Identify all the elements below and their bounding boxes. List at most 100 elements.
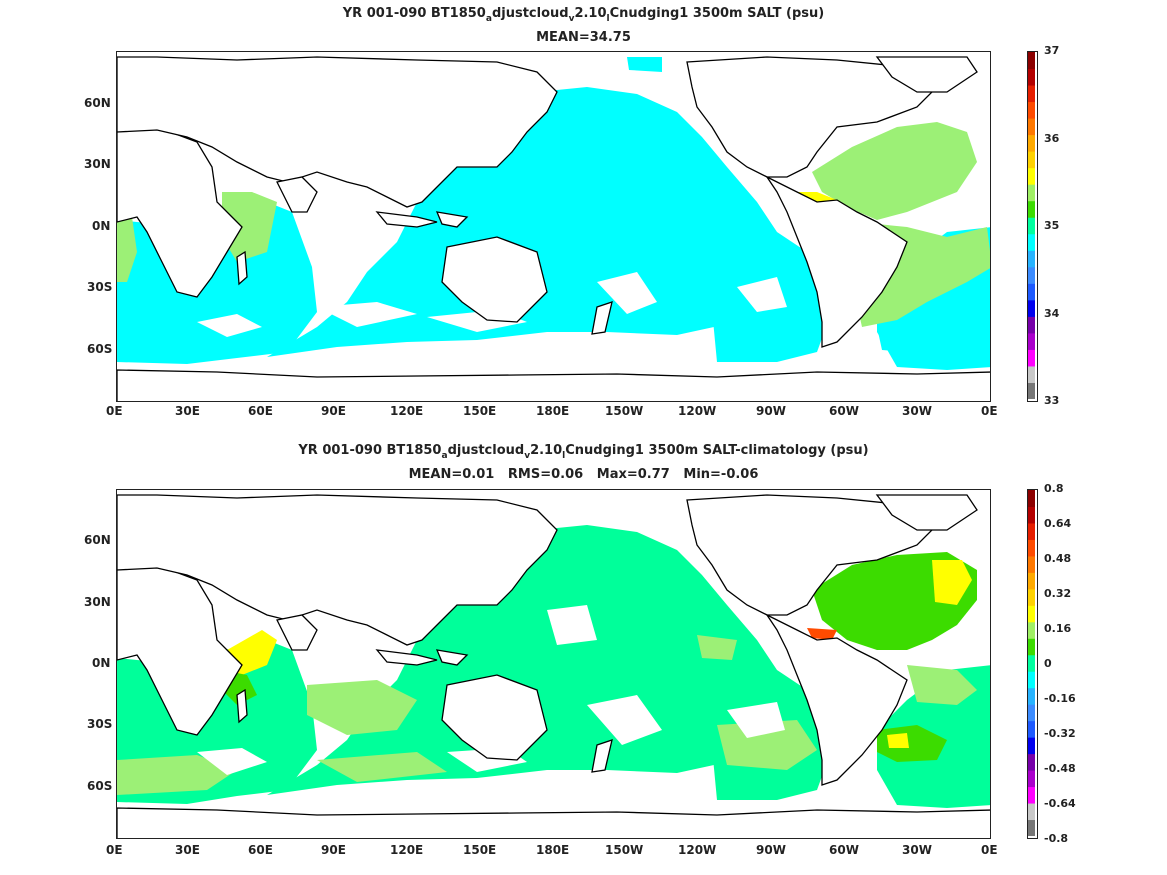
colorbar-swatch <box>1028 349 1035 367</box>
colorbar-swatch <box>1028 506 1035 524</box>
colorbar-swatch <box>1028 753 1035 771</box>
panel2-lat-label: 30S <box>87 717 113 731</box>
colorbar-swatch <box>1028 118 1035 136</box>
panel2-colorbar <box>1027 489 1038 839</box>
panel2-title-sub: v <box>524 451 531 461</box>
panel2-map-svg <box>117 494 990 838</box>
panel2-lat-label: 30N <box>84 595 111 609</box>
panel1-lat-label: 60S <box>87 342 113 356</box>
colorbar-swatch <box>1028 605 1035 623</box>
colorbar-swatch <box>1028 52 1035 70</box>
panel2-title-part: djustcloud <box>447 443 525 458</box>
panel2-lon-label: 30E <box>175 843 200 857</box>
colorbar-swatch <box>1028 332 1035 350</box>
panel2-colorbar-label: -0.32 <box>1044 727 1076 740</box>
panel1-land <box>117 56 990 401</box>
panel2-lon-label: 0E <box>106 843 123 857</box>
panel1-colorbar-label: 34 <box>1044 307 1060 320</box>
panel1-lon-label: 0E <box>106 404 123 418</box>
panel2-lon-label: 120W <box>678 843 717 857</box>
panel1-lon-label: 30E <box>175 404 200 418</box>
panel2-colorbar-label: -0.16 <box>1044 692 1076 705</box>
colorbar-swatch <box>1028 720 1035 738</box>
colorbar-swatch <box>1028 786 1035 804</box>
colorbar-swatch <box>1028 167 1035 185</box>
panel2-lat-label: 60S <box>87 779 113 793</box>
colorbar-swatch <box>1028 250 1035 268</box>
panel2-lon-label: 30W <box>902 843 932 857</box>
panel1-title-sub: l <box>606 14 610 24</box>
panel2-colorbar-label: 0.16 <box>1044 622 1072 635</box>
panel2-lat-label: 60N <box>84 533 111 547</box>
panel2-land <box>117 494 990 838</box>
panel2-lon-label: 120E <box>390 843 424 857</box>
panel1-lat-label: 30S <box>87 280 113 294</box>
panel1-lon-label: 150E <box>463 404 497 418</box>
colorbar-swatch <box>1028 539 1035 557</box>
panel2-title-part: Cnudging1 3500m SALT-climatology (psu) <box>565 443 869 458</box>
panel1-lon-label: 60E <box>248 404 273 418</box>
panel1-lon-label: 180E <box>536 404 570 418</box>
colorbar-swatch <box>1028 365 1035 383</box>
colorbar-svg <box>1028 52 1035 399</box>
panel2-lon-label: 90E <box>321 843 346 857</box>
panel2-lon-label: 150E <box>463 843 497 857</box>
colorbar-swatch <box>1028 266 1035 284</box>
panel2-colorbar-label: -0.8 <box>1044 832 1069 845</box>
panel1-colorbar-label: 37 <box>1044 44 1060 57</box>
panel2-lon-label: 60W <box>829 843 859 857</box>
panel2-title: YR 001-090 BT1850adjustcloudv2.10lCnudgi… <box>0 443 1167 461</box>
colorbar-swatch <box>1028 704 1035 722</box>
panel2-title-part: YR 001-090 BT1850 <box>298 443 442 458</box>
colorbar-swatch <box>1028 638 1035 656</box>
panel2-lon-label: 90W <box>756 843 786 857</box>
colorbar-swatch <box>1028 316 1035 334</box>
panel1-colorbar-label: 35 <box>1044 219 1060 232</box>
panel1-subtitle: MEAN=34.75 <box>536 30 631 45</box>
panel2-colorbar-label: 0.64 <box>1044 517 1072 530</box>
panel1-colorbar-label: 36 <box>1044 132 1060 145</box>
panel2-colorbar-label: 0.8 <box>1044 482 1064 495</box>
panel1-lon-label: 90E <box>321 404 346 418</box>
colorbar-swatch <box>1028 621 1035 639</box>
panel1-title-sub: a <box>485 14 492 24</box>
colorbar-swatch <box>1028 737 1035 755</box>
panel1-lon-label: 60W <box>829 404 859 418</box>
colorbar-swatch <box>1028 490 1035 507</box>
colorbar-swatch <box>1028 382 1035 399</box>
panel2-lon-label: 60E <box>248 843 273 857</box>
panel1-colorbar <box>1027 51 1038 402</box>
panel2-colorbar-label: 0.48 <box>1044 552 1072 565</box>
panel1-map-svg <box>117 56 990 401</box>
colorbar-swatch <box>1028 85 1035 103</box>
panel1-lon-label: 120W <box>678 404 717 418</box>
colorbar-swatch <box>1028 233 1035 251</box>
panel2-colorbar-label: -0.48 <box>1044 762 1076 775</box>
panel1-lat-label: 0N <box>92 219 111 233</box>
panel2-lat-label: 0N <box>92 656 111 670</box>
panel2-subtitle: MEAN=0.01 RMS=0.06 Max=0.77 Min=-0.06 <box>408 467 759 482</box>
panel1-map <box>116 51 991 402</box>
panel2-colorbar-label: 0 <box>1044 657 1052 670</box>
colorbar-swatch <box>1028 217 1035 235</box>
panel2-title-sub: a <box>441 451 448 461</box>
panel1-title-part: YR 001-090 BT1850 <box>342 6 486 21</box>
panel1-lon-label: 30W <box>902 404 932 418</box>
panel1-title-part: Cnudging1 3500m SALT (psu) <box>609 6 825 21</box>
panel1-lat-label: 30N <box>84 157 111 171</box>
panel1-lon-label: 150W <box>605 404 644 418</box>
colorbar-swatch <box>1028 572 1035 590</box>
panel2-colorbar-label: -0.64 <box>1044 797 1076 810</box>
panel2-colorbar-label: 0.32 <box>1044 587 1072 600</box>
colorbar-swatch <box>1028 654 1035 672</box>
colorbar-swatch <box>1028 200 1035 218</box>
colorbar-swatch <box>1028 68 1035 86</box>
panel1-lon-label: 120E <box>390 404 424 418</box>
colorbar-swatch <box>1028 522 1035 540</box>
panel2-title-part: 2.10 <box>530 443 563 458</box>
colorbar-swatch <box>1028 555 1035 573</box>
colorbar-swatch <box>1028 819 1035 836</box>
panel1-colorbar-label: 33 <box>1044 394 1060 407</box>
panel1-lon-label: 90W <box>756 404 786 418</box>
panel2-lon-label: 180E <box>536 843 570 857</box>
